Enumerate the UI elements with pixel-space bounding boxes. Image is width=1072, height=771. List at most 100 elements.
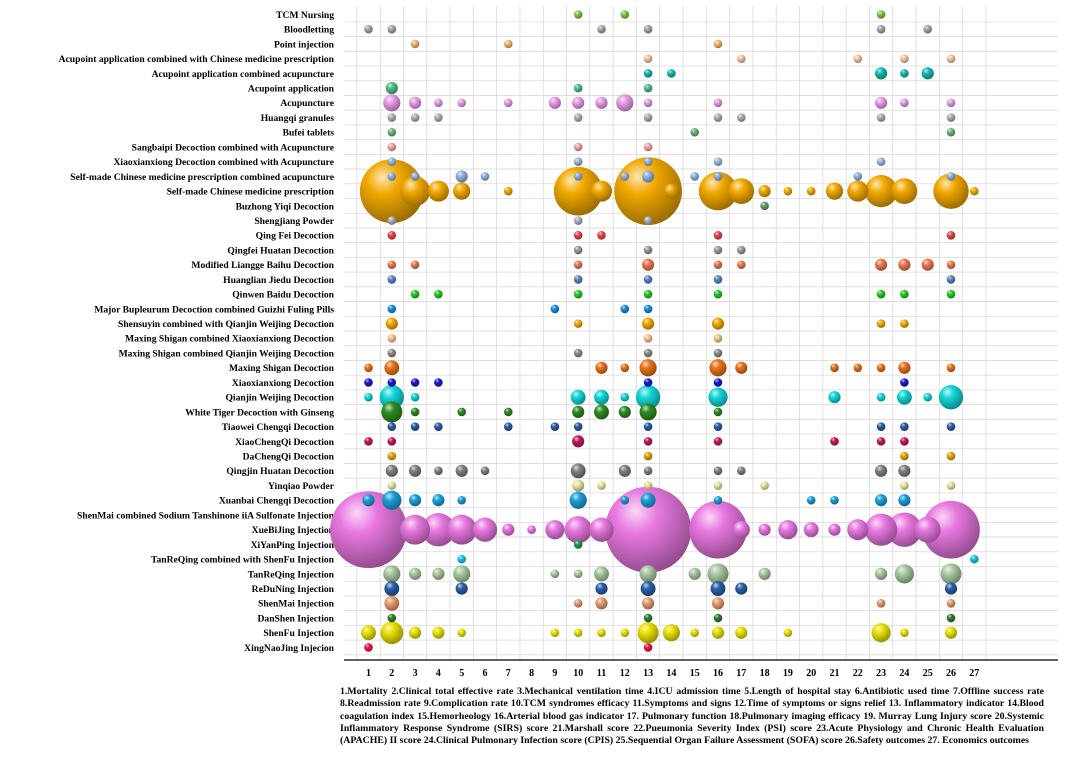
bubble-qingfei-huatan-decoction-col-17 [737,245,746,255]
bubble-self-made-chinese-medicine-prescription-combined-acupuncture-col-22 [853,172,863,181]
bubble-shensuyin-combined-with-qianjin-weijing-decoction-col-2 [385,317,398,330]
bubble-acupuncture-col-9 [548,96,561,109]
bubble-xiaoxianxiong-decoction-col-16 [713,378,723,387]
bubble-acupoint-application-col-13 [643,83,653,93]
bubble-self-made-chinese-medicine-prescription-combined-acupuncture-col-5 [455,170,468,183]
bubble-maxing-shigan-decoction-col-2 [384,360,400,376]
bubble-acupoint-application-combined-with-chinese-medicine-prescription-col-17 [737,54,746,63]
bubble-qianjin-weijing-decoction-col-16 [708,387,728,407]
row-label: ReDuNing Injection [252,584,335,595]
bubble-maxing-shigan-decoction-col-21 [830,363,839,373]
bubble-shengjiang-powder-col-13 [643,216,653,225]
bubble-modified-liangge-baihu-decoction-col-2 [387,260,397,270]
bubble-shenmai-injection-col-11 [595,597,608,610]
bubble-xuebijing-injection-col-8 [527,525,536,534]
column-legend: 1.Mortality 2.Clinical total effective r… [340,686,1044,747]
row-label: Xuanbai Chengqi Decoction [219,496,335,507]
bubble-shenmai-injection-col-23 [876,599,886,608]
bubble-qingjin-huatan-decoction-col-6 [480,466,490,476]
bubble-reduning-injection-col-17 [735,582,748,595]
bubble-yinqiao-powder-col-2 [387,481,397,490]
bubble-tanreqing-combined-with-shenfu-injection-col-27 [970,554,979,564]
bubble-qingfei-huatan-decoction-col-16 [713,245,723,255]
bubble-tanreqing-injection-col-15 [688,567,701,580]
bubble-self-made-chinese-medicine-prescription-col-21 [825,182,844,200]
bubble-shensuyin-combined-with-qianjin-weijing-decoction-col-13 [642,317,655,330]
bubble-self-made-chinese-medicine-prescription-col-3 [400,176,430,207]
row-label: Xiaoxianxiong Decoction [232,378,335,389]
bubble-self-made-chinese-medicine-prescription-col-17 [728,178,755,205]
bubble-maxing-shigan-decoction-col-13 [639,359,657,377]
row-label: Shengjiang Powder [254,216,334,227]
bubble-modified-liangge-baihu-decoction-col-16 [713,260,723,270]
bubble-huanglian-jiedu-decoction-col-2 [387,275,397,284]
bubble-qingjin-huatan-decoction-col-17 [737,466,746,476]
bubble-acupoint-application-combined-with-chinese-medicine-prescription-col-24 [900,54,909,63]
bubble-self-made-chinese-medicine-prescription-combined-acupuncture-col-26 [946,172,956,181]
bubble-qianjin-weijing-decoction-col-12 [620,392,630,402]
bubble-acupuncture-col-23 [875,96,888,109]
row-label: DanShen Injection [258,613,335,624]
x-tick-label: 25 [923,668,933,679]
bubble-qinwen-baidu-decoction-col-26 [946,289,956,299]
bubble-yinqiao-powder-col-13 [643,481,653,490]
bubble-xiaochengqi-decoction-col-23 [876,437,886,446]
bubble-acupoint-application-combined-with-chinese-medicine-prescription-col-26 [946,54,956,63]
bubble-xuanbai-chengqi-decoction-col-16 [713,495,723,505]
bubble-shenfu-injection-col-13 [637,622,659,644]
bubble-xiyanping-injection-col-10 [573,540,583,549]
bubble-xiaochengqi-decoction-col-21 [830,437,839,446]
bubble-tcm-nursing-col-23 [876,10,886,19]
x-tick-label: 6 [483,668,488,679]
x-tick-label: 22 [853,668,863,679]
bubble-reduning-injection-col-26 [944,582,958,595]
bubble-acupuncture-col-7 [504,98,513,108]
bubble-self-made-chinese-medicine-prescription-combined-acupuncture-col-10 [573,172,583,181]
bubble-xuebijing-injection-col-24 [887,512,922,547]
bubble-dachengqi-decoction-col-13 [643,451,653,461]
row-label: Maxing Shigan combined Qianjin Weijing D… [119,348,335,359]
x-tick-label: 16 [713,668,723,679]
bubble-shenfu-injection-col-3 [409,626,422,639]
bubble-self-made-chinese-medicine-prescription-col-11 [590,180,613,202]
bubble-tiaowei-chengqi-decoction-col-10 [573,422,583,431]
bubble-yinqiao-powder-col-11 [597,481,606,490]
row-label: Acupoint application [248,84,335,95]
bubble-tiaowei-chengqi-decoction-col-24 [900,422,909,431]
bubble-shenfu-injection-col-4 [432,626,445,639]
row-label: Buzhong Yiqi Decoction [236,201,335,212]
bubble-shenfu-injection-col-16 [711,626,725,639]
row-label: Point injection [274,39,335,50]
bubble-maxing-shigan-decoction-col-22 [853,363,863,373]
bubble-xuebijing-injection-col-26 [922,500,980,559]
bubble-modified-liangge-baihu-decoction-col-3 [410,260,420,270]
row-label: Qianjin Weijing Decoction [225,393,334,404]
bubble-xuebijing-injection-col-21 [828,523,841,536]
bubble-modified-liangge-baihu-decoction-col-23 [875,258,888,271]
x-tick-label: 7 [506,668,511,679]
bubble-xuebijing-injection-col-17 [732,521,750,539]
bubble-xingnaojing-injecion-col-1 [364,643,373,652]
bubble-self-made-chinese-medicine-prescription-col-22 [847,180,869,202]
bubble-self-made-chinese-medicine-prescription-col-14 [663,183,679,199]
bubble-qinwen-baidu-decoction-col-13 [643,289,653,299]
bubble-sangbaipi-decoction-combined-with-acupuncture-col-13 [643,142,653,152]
bubble-self-made-chinese-medicine-prescription-col-10 [553,166,603,216]
bubble-tanreqing-injection-col-5 [453,565,471,583]
bubble-xuebijing-injection-col-7 [502,523,515,536]
bubble-qianjin-weijing-decoction-col-1 [364,392,373,402]
bubble-shenfu-injection-col-17 [735,626,748,639]
bubble-shenmai-injection-col-13 [642,597,655,610]
bubble-self-made-chinese-medicine-prescription-col-18 [758,185,771,198]
x-tick-label: 1 [366,668,371,679]
row-label: XiYanPing Injection [251,540,335,551]
bubble-qinwen-baidu-decoction-col-10 [573,289,583,299]
bubble-modified-liangge-baihu-decoction-col-10 [573,260,583,270]
bubble-maxing-shigan-decoction-col-1 [364,363,373,373]
bubble-modified-liangge-baihu-decoction-col-17 [737,260,746,270]
bubble-xuanbai-chengqi-decoction-col-10 [569,491,587,509]
bubble-maxing-shigan-combined-qianjin-weijing-decoction-col-2 [387,348,397,358]
bubble-shengjiang-powder-col-10 [573,216,583,225]
bubble-xiaochengqi-decoction-col-1 [364,437,373,446]
bubble-xingnaojing-injecion-col-13 [643,643,653,652]
